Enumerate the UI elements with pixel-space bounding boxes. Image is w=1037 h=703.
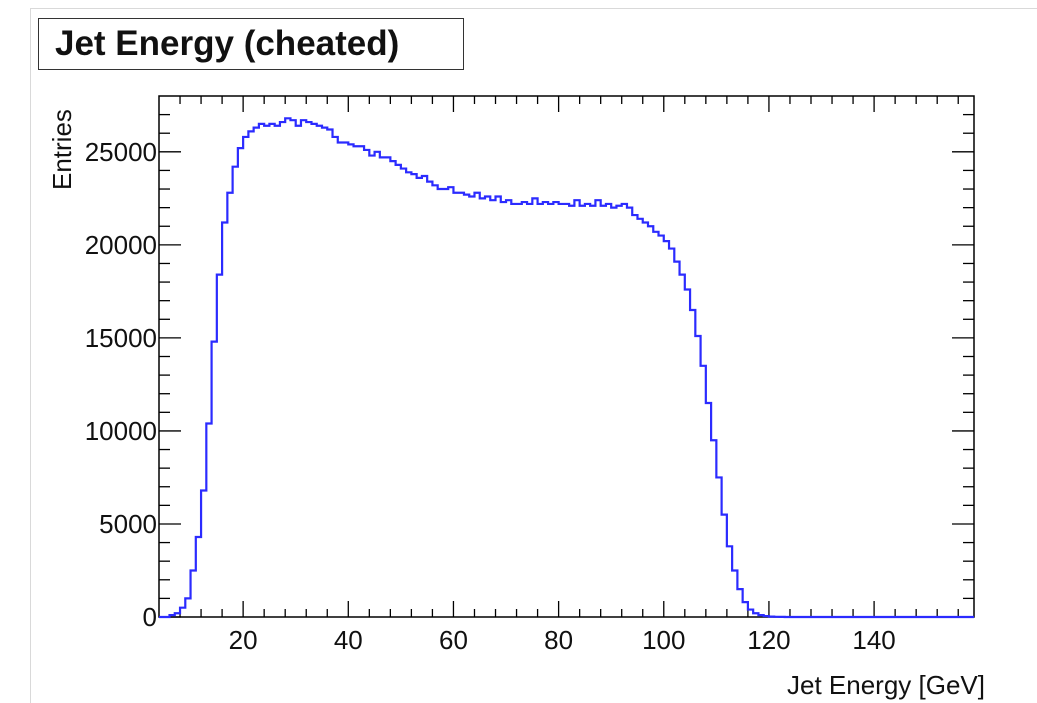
- y-axis-label: Entries: [47, 109, 77, 190]
- y-tick-label: 10000: [85, 416, 157, 446]
- axis-ticks: [159, 96, 974, 618]
- y-tick-label: 5000: [99, 509, 157, 539]
- y-tick-label: 20000: [85, 230, 157, 260]
- x-tick-label: 100: [642, 625, 685, 655]
- y-tick-labels: 0 5000 10000 15000 20000 25000: [85, 137, 157, 632]
- plot-frame: [158, 95, 975, 618]
- y-tick-label: 0: [143, 602, 157, 632]
- x-tick-label: 20: [229, 625, 258, 655]
- x-tick-label: 120: [747, 625, 790, 655]
- y-tick-label: 25000: [85, 137, 157, 167]
- x-tick-label: 140: [852, 625, 895, 655]
- x-tick-labels: 20 40 60 80 100 120 140: [229, 625, 896, 655]
- chart-title: Jet Energy (cheated): [38, 18, 464, 70]
- histogram-series: [159, 117, 974, 619]
- x-tick-label: 60: [439, 625, 468, 655]
- y-tick-label: 15000: [85, 323, 157, 353]
- frame-edge-left: [30, 8, 31, 703]
- x-tick-label: 80: [544, 625, 573, 655]
- frame-edge-top: [30, 8, 1037, 9]
- x-tick-label: 40: [334, 625, 363, 655]
- x-axis-label: Jet Energy [GeV]: [787, 670, 985, 700]
